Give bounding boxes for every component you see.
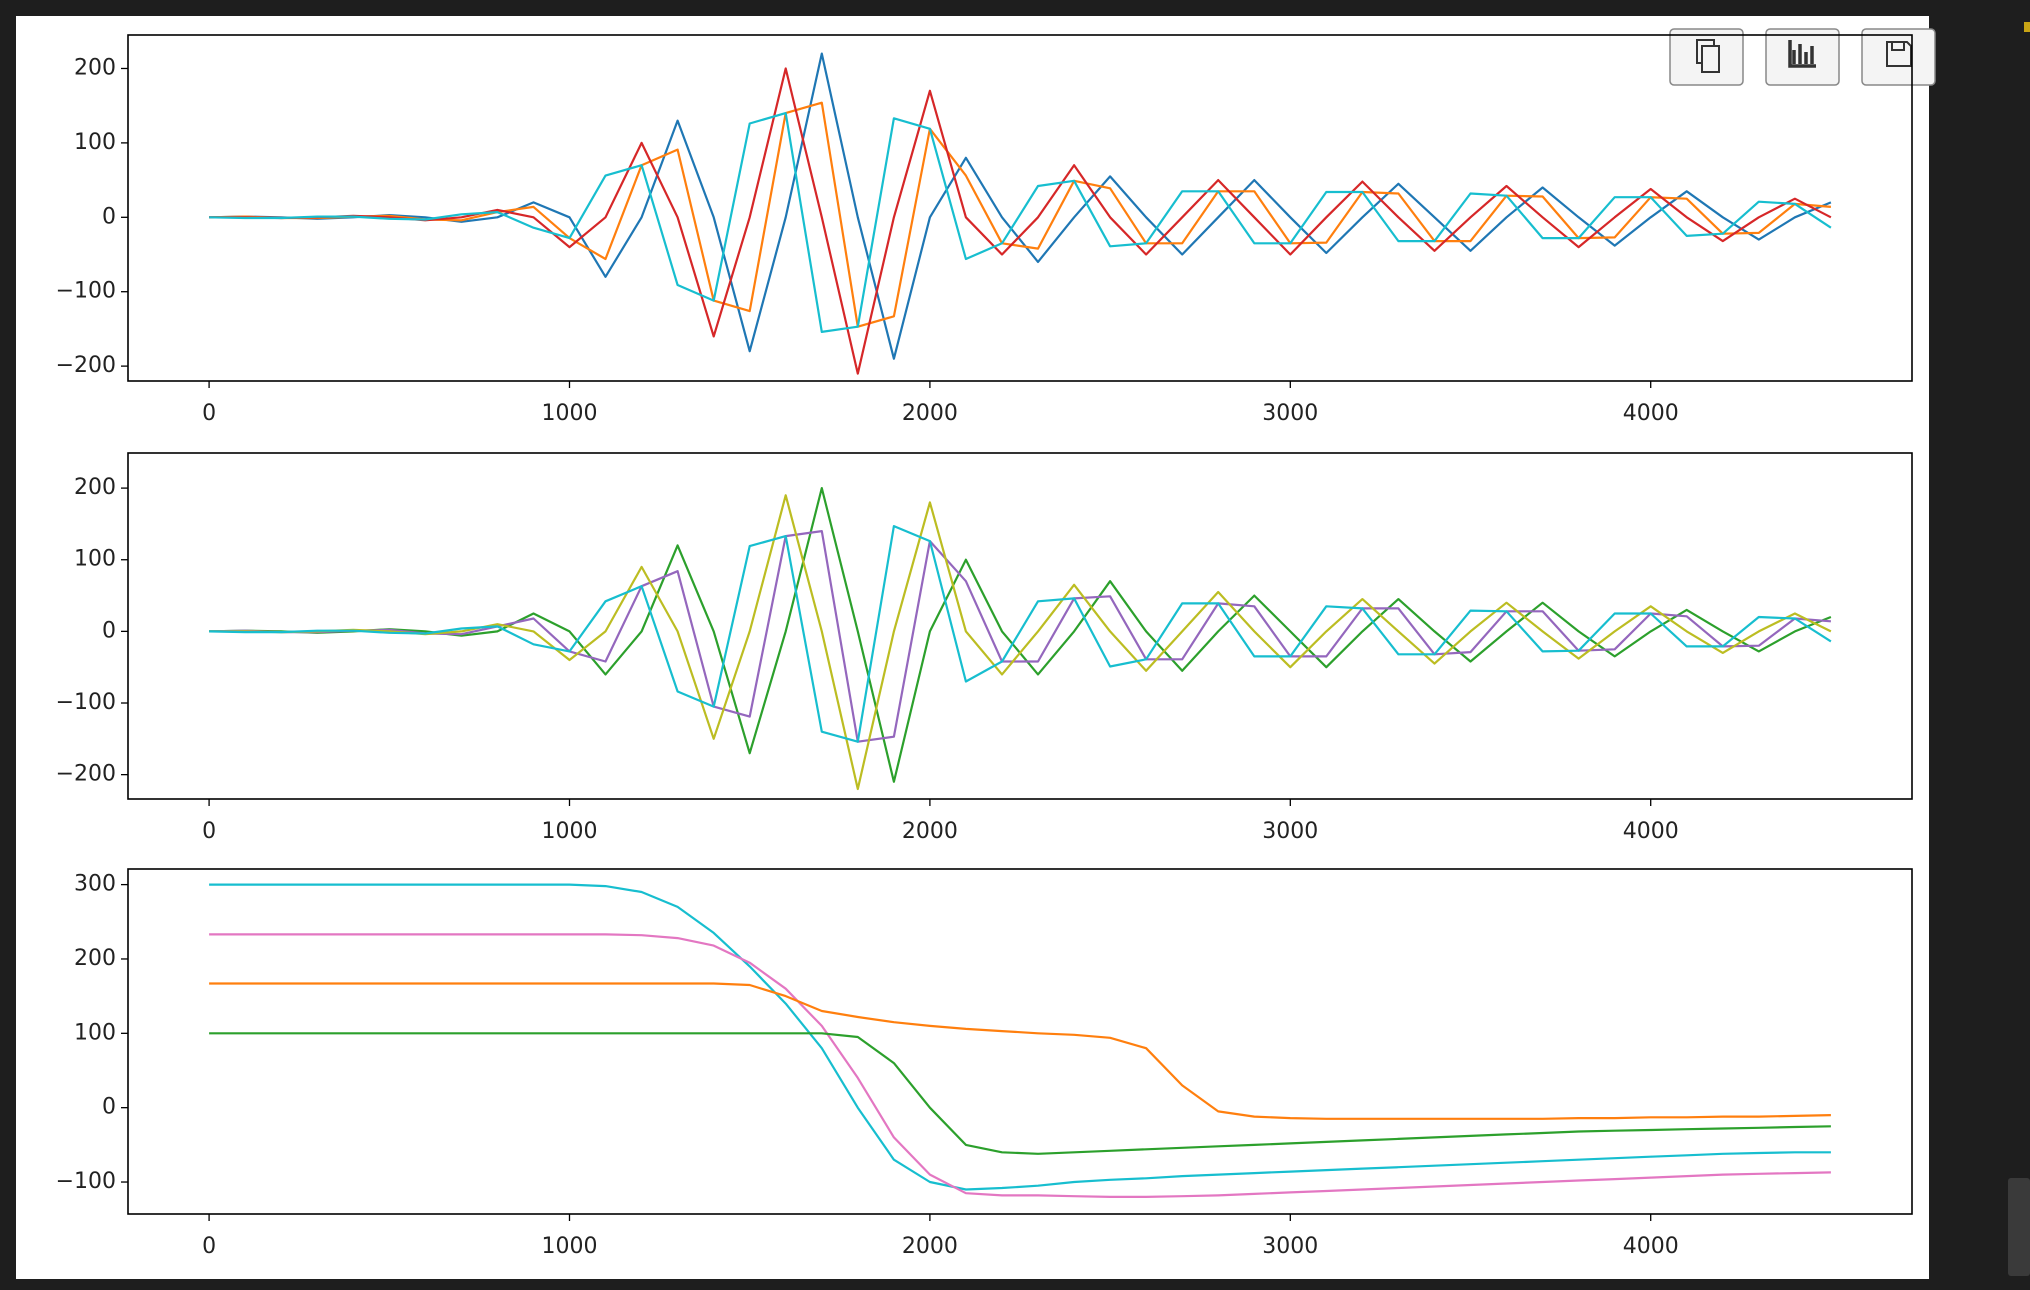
x-tick-label: 1000 (541, 819, 597, 844)
series-line (209, 982, 1831, 1120)
x-tick-label: 0 (202, 1234, 216, 1259)
y-tick-label: −100 (56, 279, 116, 304)
y-tick-label: −200 (56, 353, 116, 378)
y-tick-label: −100 (56, 690, 116, 715)
scrollbar[interactable] (2008, 1178, 2030, 1276)
plot-area (209, 883, 1831, 1198)
y-tick-label: 0 (102, 204, 116, 229)
y-tick-label: −200 (56, 762, 116, 787)
x-tick-label: 3000 (1262, 401, 1318, 426)
series-line (209, 525, 1832, 743)
button-frame[interactable] (1861, 28, 1936, 86)
plot-area (209, 52, 1832, 375)
save-icon (1886, 41, 1912, 67)
series-line (209, 530, 1831, 743)
x-tick-label: 1000 (541, 401, 597, 426)
x-tick-label: 3000 (1262, 1234, 1318, 1259)
x-tick-label: 1000 (541, 1234, 597, 1259)
axes-frame (127, 868, 1913, 1215)
indicator (2024, 22, 2030, 32)
chart-icon (1788, 40, 1816, 68)
y-tick-label: 0 (102, 618, 116, 643)
y-tick-label: 200 (74, 946, 116, 971)
x-tick-label: 2000 (902, 819, 958, 844)
y-tick-label: 200 (74, 475, 116, 500)
output-area (16, 16, 1929, 1279)
x-tick-label: 4000 (1623, 401, 1679, 426)
copy-button[interactable] (1669, 28, 1744, 86)
y-tick-label: 100 (74, 547, 116, 572)
axes-frame (127, 452, 1913, 800)
button-frame[interactable] (1765, 28, 1840, 86)
series-line (209, 883, 1831, 1191)
x-tick-label: 2000 (902, 401, 958, 426)
x-tick-label: 0 (202, 401, 216, 426)
x-tick-label: 4000 (1623, 819, 1679, 844)
x-tick-label: 4000 (1623, 1234, 1679, 1259)
series-line (209, 52, 1832, 360)
x-tick-label: 0 (202, 819, 216, 844)
y-tick-label: −100 (56, 1169, 116, 1194)
series-line (209, 1032, 1831, 1155)
y-tick-label: 0 (102, 1095, 116, 1120)
y-tick-label: 100 (74, 1020, 116, 1045)
axes-frame (127, 34, 1913, 382)
x-tick-label: 3000 (1262, 819, 1318, 844)
y-tick-label: 300 (74, 872, 116, 897)
copy-icon (1701, 45, 1720, 73)
x-tick-label: 2000 (902, 1234, 958, 1259)
y-tick-label: 200 (74, 55, 116, 80)
plot-area (209, 487, 1832, 791)
series-line (209, 933, 1831, 1198)
save-button[interactable] (1861, 28, 1936, 86)
series-line (209, 112, 1832, 333)
series-line (209, 101, 1831, 328)
y-tick-label: 100 (74, 130, 116, 155)
chart-button[interactable] (1765, 28, 1840, 86)
